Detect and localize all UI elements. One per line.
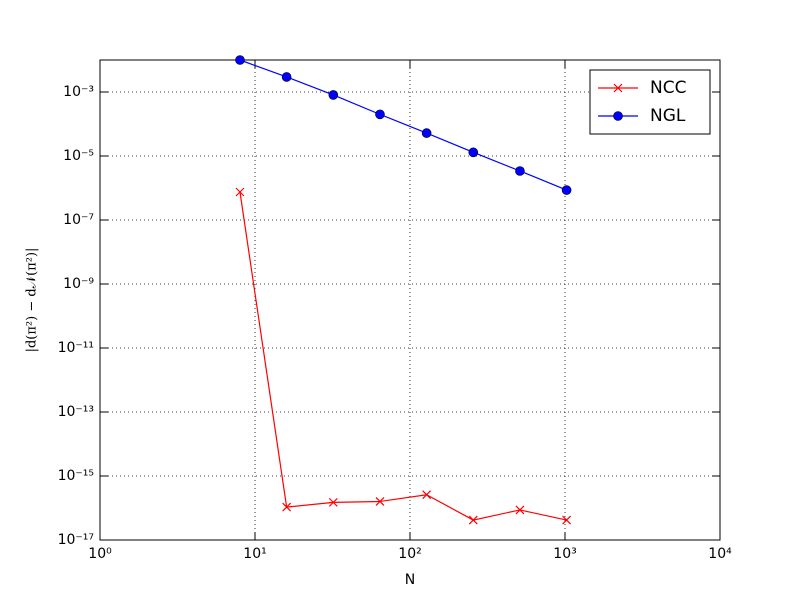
point bbox=[515, 166, 525, 176]
point bbox=[235, 187, 245, 197]
legend-label: NGL bbox=[650, 106, 686, 126]
point bbox=[515, 505, 525, 515]
point bbox=[562, 515, 572, 525]
y-tick-label: 10⁻⁹ bbox=[63, 276, 94, 292]
x-tick-label: 10⁰ bbox=[88, 546, 112, 562]
y-tick-label: 10⁻¹¹ bbox=[58, 340, 94, 356]
x-tick-label: 10¹ bbox=[243, 546, 266, 562]
point bbox=[328, 497, 338, 507]
plot-frame bbox=[99, 59, 721, 541]
x-tick-label: 10² bbox=[398, 546, 421, 562]
point bbox=[375, 497, 385, 506]
point bbox=[282, 502, 292, 512]
y-axis-label: |d(π²) − d𝒩(π²)| bbox=[25, 248, 40, 353]
point bbox=[281, 72, 292, 82]
y-tick-label: 10⁻¹³ bbox=[58, 404, 94, 420]
legend-box bbox=[589, 69, 711, 135]
y-tick-label: 10⁻¹⁷ bbox=[58, 532, 94, 548]
point bbox=[468, 515, 478, 525]
series-line bbox=[239, 59, 567, 191]
y-tick-label: 10⁻⁵ bbox=[63, 148, 94, 164]
x-axis-label: N bbox=[405, 572, 415, 588]
point bbox=[421, 128, 432, 138]
legend-marker bbox=[613, 111, 623, 121]
y-tick-label: 10⁻¹⁵ bbox=[58, 468, 94, 484]
point bbox=[422, 490, 432, 500]
legend-label: NCC bbox=[650, 78, 686, 98]
y-tick-label: 10⁻⁷ bbox=[63, 212, 94, 228]
legend-marker bbox=[613, 83, 623, 93]
point bbox=[375, 109, 385, 120]
point bbox=[561, 185, 572, 195]
plot-area bbox=[235, 55, 572, 525]
point bbox=[468, 147, 479, 158]
x-tick-label: 10³ bbox=[553, 546, 576, 562]
point bbox=[328, 90, 339, 100]
point bbox=[235, 55, 245, 65]
series-line bbox=[239, 191, 567, 521]
y-tick-label: 10⁻³ bbox=[63, 84, 94, 100]
x-tick-label: 10⁴ bbox=[708, 546, 732, 562]
